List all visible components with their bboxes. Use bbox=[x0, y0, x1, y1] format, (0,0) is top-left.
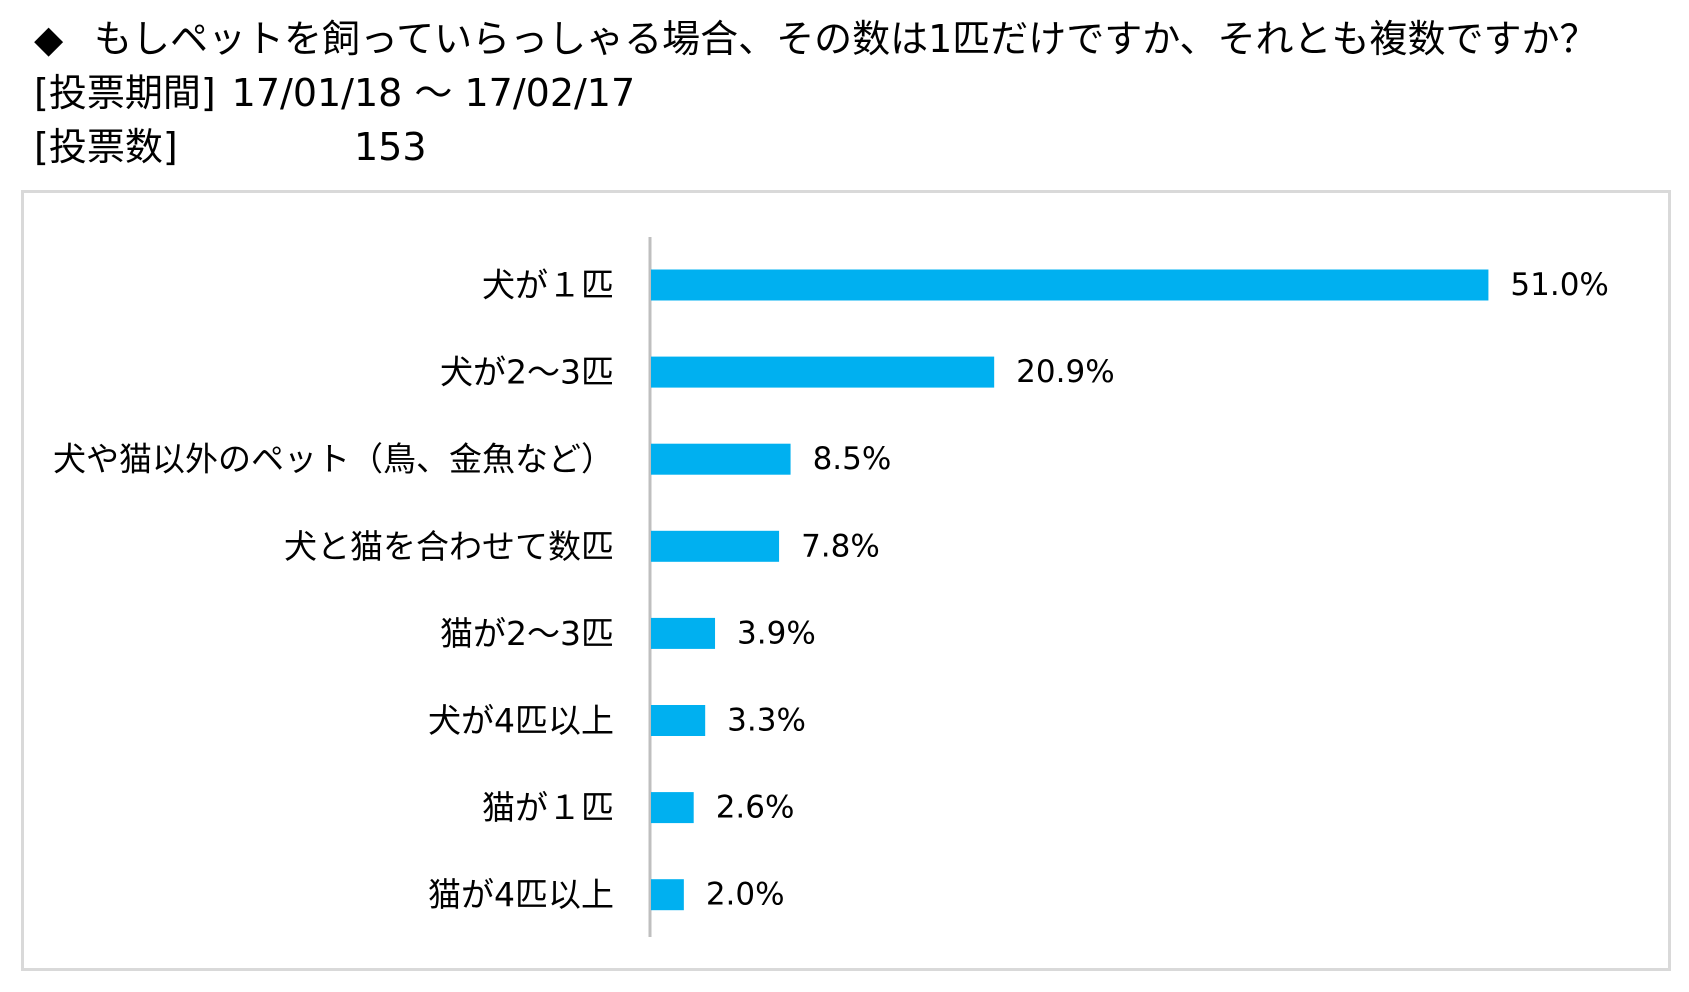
value-label: 2.0% bbox=[706, 877, 785, 913]
bar bbox=[651, 792, 694, 824]
value-label: 51.0% bbox=[1510, 267, 1608, 303]
value-label: 7.8% bbox=[801, 528, 880, 564]
category-label: 犬が4匹以上 bbox=[428, 701, 614, 740]
category-label: 犬と猫を合わせて数匹 bbox=[284, 527, 614, 566]
bar bbox=[651, 705, 706, 736]
bar-chart: 犬が１匹 51.0% 犬が2～3匹 20.9% 犬や猫以外のペット（鳥、金魚など） 8.5… bbox=[53, 237, 1609, 937]
category-label: 猫が2～3匹 bbox=[440, 614, 614, 653]
bar bbox=[651, 879, 684, 911]
chart-frame: 犬が１匹 51.0% 犬が2～3匹 20.9% 犬や猫以外のペット（鳥、金魚など） 8.5… bbox=[21, 190, 1671, 971]
category-label: 犬や猫以外のペット（鳥、金魚など） bbox=[53, 440, 614, 479]
period-value: 17/01/18 ～ 17/02/17 bbox=[231, 71, 636, 115]
bar bbox=[651, 269, 1489, 301]
category-label: 犬が2～3匹 bbox=[440, 353, 614, 392]
votes-label: [投票数] bbox=[34, 125, 178, 169]
diamond-bullet-icon: ◆ bbox=[34, 17, 64, 61]
category-label: 犬が１匹 bbox=[482, 266, 614, 305]
bar bbox=[651, 443, 791, 475]
category-label: 猫が4匹以上 bbox=[428, 875, 614, 914]
value-label: 8.5% bbox=[813, 441, 892, 477]
bar bbox=[651, 356, 995, 388]
vote-count: [投票数] 153 bbox=[34, 124, 427, 170]
bar bbox=[651, 617, 716, 649]
value-label: 20.9% bbox=[1016, 354, 1114, 390]
value-label: 3.3% bbox=[727, 703, 806, 739]
votes-value: 153 bbox=[354, 125, 427, 169]
period-label: [投票期間] bbox=[34, 71, 216, 115]
value-label: 2.6% bbox=[716, 790, 795, 826]
value-label: 3.9% bbox=[737, 615, 816, 651]
question-text: もしペットを飼っていらっしゃる場合、その数は1匹だけですか、それとも複数ですか？ bbox=[94, 17, 1598, 61]
survey-question: ◆ もしペットを飼っていらっしゃる場合、その数は1匹だけですか、それとも複数ですか… bbox=[34, 16, 1598, 62]
bar bbox=[651, 530, 780, 562]
category-label: 猫が１匹 bbox=[482, 788, 614, 827]
voting-period: [投票期間] 17/01/18 ～ 17/02/17 bbox=[34, 70, 635, 116]
